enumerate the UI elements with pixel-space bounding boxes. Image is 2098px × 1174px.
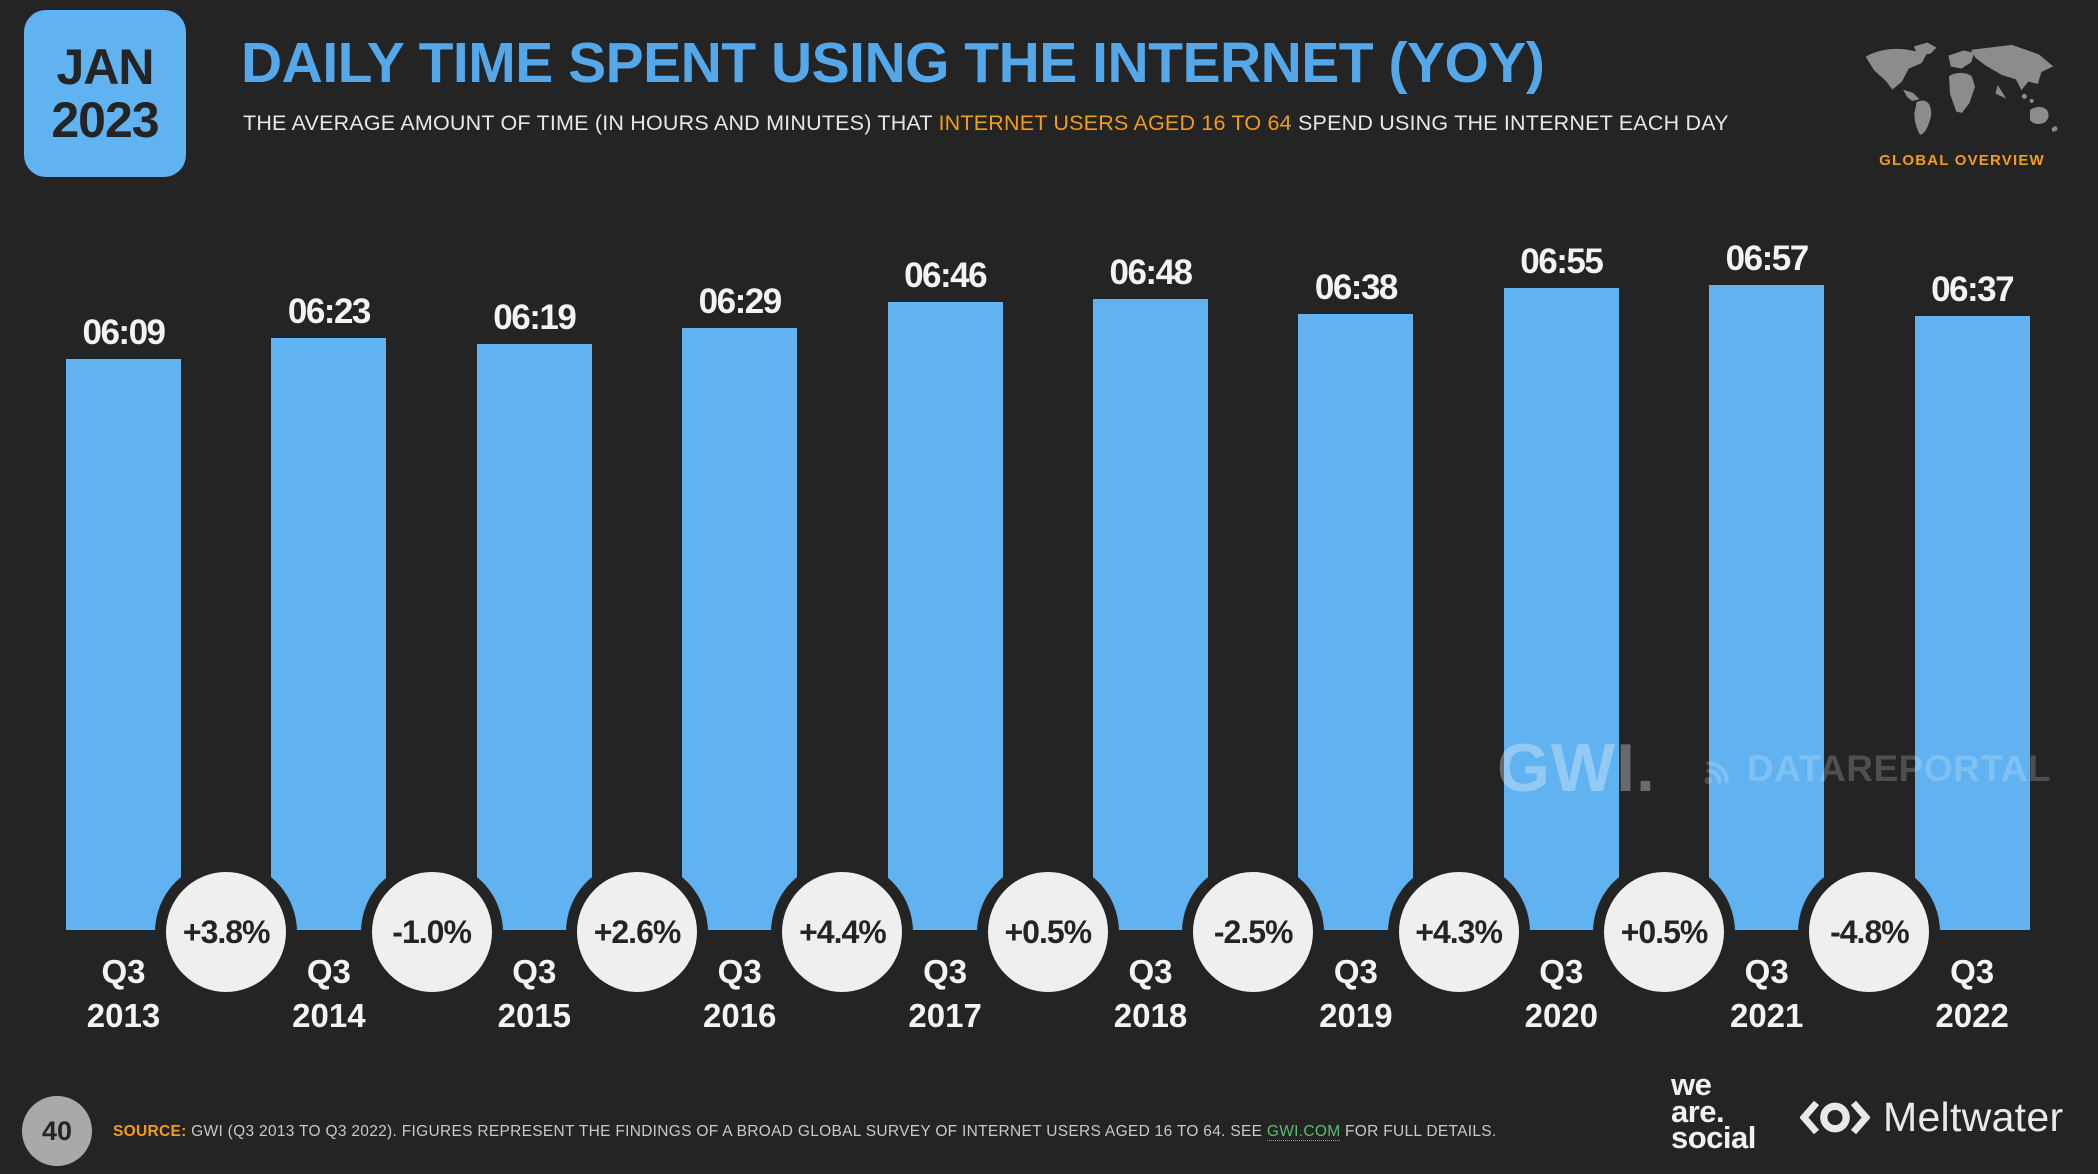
bar-value-label: 06:23 [287,291,372,331]
bar-value-label: 06:57 [1725,239,1810,278]
page-number-badge: 40 [22,1096,92,1166]
x-axis-label: Q3 2017 [908,953,982,1034]
bar-value-label: 06:55 [1520,242,1604,282]
x-axis-label: Q3 2020 [1524,953,1599,1034]
region-label: GLOBAL OVERVIEW [1879,152,2045,169]
yoy-change-circle: -1.0% [360,861,503,1003]
page-title: DAILY TIME SPENT USING THE INTERNET (YOY… [241,31,1545,95]
bar-value-label: 06:09 [82,313,166,353]
badge-month: JAN [56,39,154,95]
bar-q3-2020 [1503,288,1619,930]
x-axis-label: Q3 2016 [702,953,777,1034]
yoy-change-circle: +0.5% [1593,861,1735,1003]
source-text-2: FOR FULL DETAILS. [1340,1123,1497,1140]
bar-q3-2013 [66,359,181,930]
date-badge: JAN 2023 [24,10,186,177]
badge-year: 2023 [51,91,159,148]
bar-value-label: 06:46 [904,256,988,295]
yoy-change-circle: -2.5% [1182,861,1325,1003]
subtitle-suffix: SPEND USING THE INTERNET EACH DAY [1291,111,1729,135]
we-are-social-line-1: we [1671,1067,1712,1102]
yoy-change-circle: -4.8% [1798,861,1941,1003]
subtitle-highlight: INTERNET USERS AGED 16 TO 64 [938,111,1292,135]
bar-q3-2015 [476,343,592,930]
source-note: SOURCE: GWI (Q3 2013 TO Q3 2022). FIGURE… [113,1123,1497,1141]
x-axis-label: Q3 2014 [292,953,366,1034]
we-are-social-logo: we are. social [1671,1067,1756,1155]
x-axis-label: Q3 2018 [1113,953,1188,1034]
we-are-social-line-2: are. [1671,1093,1725,1129]
bar-value-label: 06:48 [1109,252,1193,292]
yoy-change-circle: +4.3% [1387,861,1530,1003]
bar-q3-2022 [1914,315,2030,930]
bar-q3-2021 [1709,285,1825,930]
x-axis-label: Q3 2021 [1729,953,1804,1034]
datareportal-watermark: DATAREPORTAL [1700,748,2051,790]
source-label: SOURCE: [113,1123,187,1140]
meltwater-logo-text: Meltwater [1883,1094,2064,1140]
global-overview: GLOBAL OVERVIEW [1860,36,2064,169]
gwi-watermark: GWI. [1497,730,1656,806]
meltwater-logo: Meltwater [1800,1094,2063,1141]
meltwater-eye-icon [1800,1100,1870,1135]
header: DAILY TIME SPENT USING THE INTERNET (YOY… [241,30,1729,136]
yoy-change-circle: +3.8% [155,861,298,1003]
subtitle-prefix: THE AVERAGE AMOUNT OF TIME (IN HOURS AND… [243,111,939,135]
source-text-1: GWI (Q3 2013 TO Q3 2022). FIGURES REPRES… [186,1123,1267,1140]
x-axis-label: Q3 2013 [86,953,161,1034]
bar-q3-2019 [1298,314,1414,930]
we-are-social-line-3: social [1671,1120,1756,1155]
yoy-change-circle: +0.5% [976,861,1119,1003]
bar-value-label: 06:29 [698,282,783,322]
x-axis-label: Q3 2019 [1319,953,1393,1034]
gwi-com-link[interactable]: GWI.COM [1266,1123,1341,1141]
yoy-change-circle: +2.6% [566,861,708,1003]
x-axis-label: Q3 2022 [1935,953,2009,1034]
bar-q3-2017 [887,302,1003,930]
page-subtitle: THE AVERAGE AMOUNT OF TIME (IN HOURS AND… [243,111,1729,136]
world-map-icon [1865,42,2058,135]
datareportal-watermark-text: DATAREPORTAL [1747,748,2052,789]
bar-value-label: 06:19 [493,297,577,337]
bar-q3-2016 [682,328,798,930]
datareportal-signal-icon [1704,761,1729,785]
bar-q3-2018 [1093,298,1208,930]
x-axis-label: Q3 2015 [497,953,572,1034]
bar-q3-2014 [271,337,387,930]
yoy-change-circle: +4.4% [771,861,914,1003]
bar-value-label: 06:37 [1931,269,2015,309]
bar-value-label: 06:38 [1314,268,1399,308]
